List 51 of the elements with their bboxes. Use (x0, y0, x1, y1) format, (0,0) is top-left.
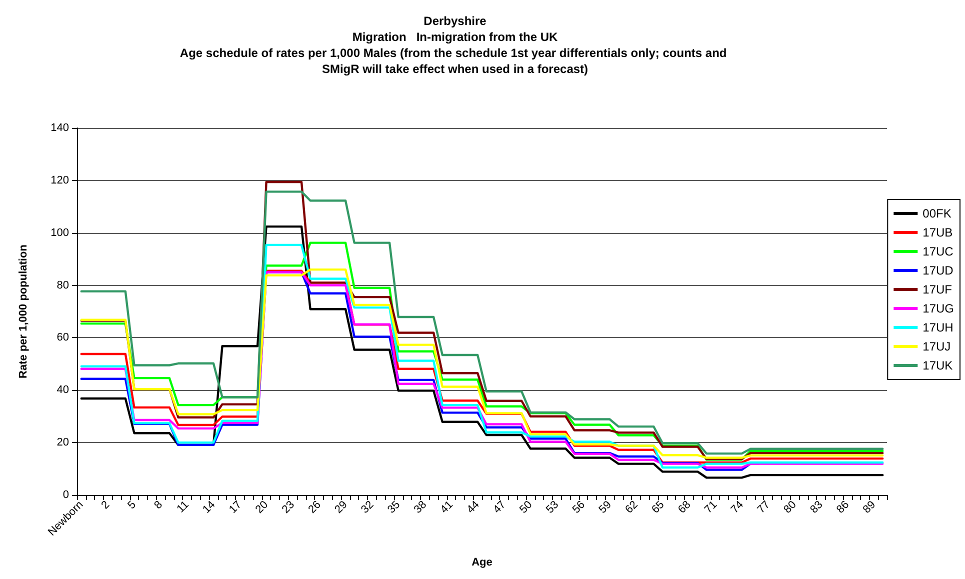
y-tick-label: 40 (56, 384, 69, 396)
x-tick-label: 89 (860, 498, 878, 516)
legend-label: 17UF (922, 282, 952, 296)
x-tick-label: 50 (518, 498, 535, 516)
chart-subtitle: Migration In-migration from the UK Age schedule of rates per 1,000 Males (from the schedule 1st year differentials only; counts and SMigR will take effect when used in a forecast) (180, 30, 730, 76)
y-tick-label: 100 (50, 226, 69, 239)
x-tick-label: 26 (306, 498, 324, 516)
legend-label: 17UB (922, 226, 953, 240)
legend-label: 17UC (922, 244, 954, 258)
x-tick-label: 44 (464, 498, 482, 516)
legend-label: 17UD (922, 264, 954, 278)
x-tick-label: 35 (385, 498, 403, 516)
x-tick-label: 8 (152, 498, 165, 512)
legend-label: 17UG (922, 302, 954, 316)
y-tick-label: 20 (56, 436, 69, 449)
x-tick-label: 77 (755, 498, 772, 516)
x-tick-label: 11 (174, 498, 192, 516)
x-tick-label: 32 (359, 498, 376, 516)
x-tick-label: 83 (808, 498, 826, 516)
x-tick-label: 14 (200, 498, 218, 516)
x-axis-title: Age (472, 556, 492, 568)
y-tick-label: 0 (62, 489, 69, 501)
legend-label: 17UK (922, 358, 953, 372)
y-tick-label: 60 (56, 332, 69, 344)
x-tick-label: 80 (782, 498, 799, 516)
x-tick-label: 62 (623, 498, 640, 516)
x-tick-label: 29 (332, 498, 350, 516)
x-tick-label: 59 (596, 498, 614, 516)
y-tick-label: 120 (50, 174, 69, 186)
x-tick-label: 2 (99, 498, 112, 512)
x-tick-label: 20 (253, 498, 271, 516)
x-tick-label: 38 (412, 498, 430, 516)
chart-title: Derbyshire (424, 14, 487, 28)
x-tick-label: 53 (544, 498, 562, 516)
x-tick-label: 56 (570, 498, 588, 516)
x-tick-label: 65 (650, 498, 667, 516)
x-tick-label: 17 (227, 498, 244, 516)
x-tick-label: 5 (126, 498, 138, 512)
x-tick-label: 47 (491, 498, 508, 516)
legend-label: 00FK (922, 206, 952, 220)
x-tick-label: 71 (702, 498, 720, 516)
x-tick-label: 74 (728, 498, 746, 516)
legend-label: 17UJ (922, 340, 951, 354)
x-tick-label: 86 (834, 498, 852, 516)
y-axis-title: Rate per 1,000 population (18, 244, 30, 378)
x-tick-label: 23 (280, 498, 297, 516)
x-tick-label: 41 (438, 498, 456, 516)
legend-label: 17UH (922, 320, 954, 334)
y-tick-label: 80 (56, 279, 69, 292)
x-tick-label: 68 (676, 498, 694, 516)
y-tick-label: 140 (50, 122, 69, 134)
